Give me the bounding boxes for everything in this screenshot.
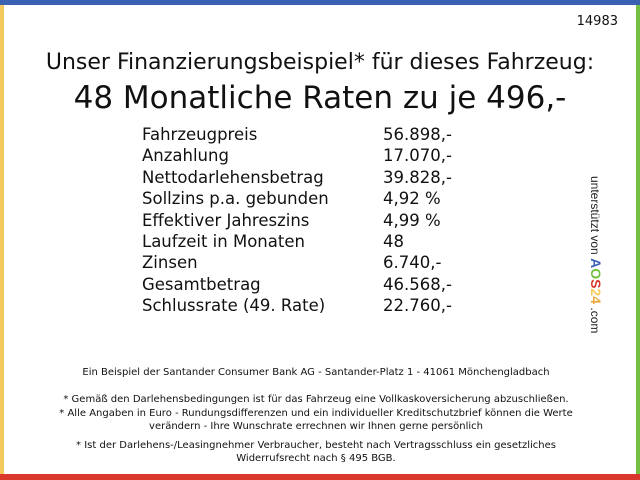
- logo-letter: O: [588, 268, 604, 280]
- row-label: Fahrzeugpreis: [142, 125, 258, 144]
- row-label: Nettodarlehensbetrag: [142, 167, 324, 187]
- top-border: [0, 0, 640, 5]
- row-value: 56.898,-: [383, 125, 452, 144]
- supported-by-text: unterstützt von: [588, 176, 602, 255]
- table-row: Zinsen 6.740,-: [142, 252, 452, 273]
- left-border: [0, 5, 4, 475]
- table-row: Gesamtbetrag 46.568,-: [142, 274, 452, 295]
- row-value: 4,99 %: [383, 210, 441, 230]
- row-label: Anzahlung: [142, 146, 229, 166]
- footnote-line: verändern - Ihre Wunschrate errechnen wi…: [149, 421, 483, 432]
- row-value: 4,92 %: [383, 189, 441, 209]
- row-label: Zinsen: [142, 253, 198, 273]
- bottom-border: [0, 474, 640, 480]
- row-label: Sollzins p.a. gebunden: [142, 189, 329, 209]
- table-row: Schlussrate (49. Rate) 22.760,-: [142, 295, 452, 316]
- row-value: 46.568,-: [383, 274, 452, 294]
- footnote-line: * Ist der Darlehens-/Leasingnehmer Verbr…: [76, 440, 556, 451]
- right-border: [636, 5, 640, 475]
- footnote-withdrawal: * Ist der Darlehens-/Leasingnehmer Verbr…: [0, 439, 632, 465]
- footnote-values: * Alle Angaben in Euro - Rundungsdiffere…: [0, 407, 632, 433]
- table-row: Fahrzeugpreis 56.898,-: [142, 124, 452, 145]
- row-value: 6.740,-: [383, 253, 442, 273]
- footnote-insurance: * Gemäß den Darlehensbedingungen ist für…: [63, 394, 569, 405]
- table-row: Effektiver Jahreszins 4,99 %: [142, 210, 452, 231]
- row-value: 22.760,-: [383, 296, 452, 316]
- table-row: Anzahlung 17.070,-: [142, 145, 452, 166]
- row-label: Effektiver Jahreszins: [142, 210, 310, 230]
- footnote-line: * Alle Angaben in Euro - Rundungsdiffere…: [59, 408, 573, 419]
- table-row: Sollzins p.a. gebunden 4,92 %: [142, 188, 452, 209]
- logo-letter: 4: [588, 296, 604, 305]
- row-value: 39.828,-: [383, 167, 452, 187]
- row-value: 17.070,-: [383, 146, 452, 166]
- row-label: Schlussrate (49. Rate): [142, 296, 326, 316]
- row-label: Gesamtbetrag: [142, 274, 261, 294]
- table-row: Laufzeit in Monaten 48: [142, 231, 452, 252]
- bank-info: Ein Beispiel der Santander Consumer Bank…: [82, 367, 550, 378]
- headline: Unser Finanzierungsbeispiel* für dieses …: [45, 50, 595, 75]
- row-value: 48: [383, 231, 404, 251]
- monthly-rate-headline: 48 Monatliche Raten zu je 496,-: [73, 80, 567, 116]
- supported-by: unterstützt von AOS24 .com: [588, 176, 604, 333]
- aos24-logo: AOS24: [588, 258, 604, 304]
- logo-suffix: .com: [588, 307, 602, 334]
- table-row: Nettodarlehensbetrag 39.828,-: [142, 167, 452, 188]
- row-label: Laufzeit in Monaten: [142, 231, 305, 251]
- vehicle-id: 14983: [576, 14, 618, 29]
- footnote-line: Widerrufsrecht nach § 495 BGB.: [236, 453, 396, 464]
- finance-table: Fahrzeugpreis 56.898,- Anzahlung 17.070,- …: [142, 124, 452, 317]
- logo-letter: A: [588, 258, 604, 269]
